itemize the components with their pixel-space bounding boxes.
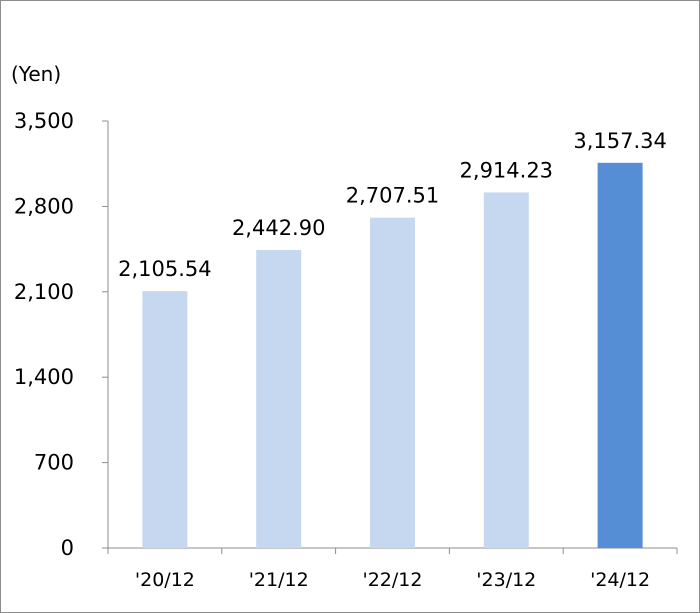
- y-tick-label: 2,100: [14, 280, 74, 304]
- x-axis-ticks: '20/12 '21/12 '22/12 '23/12 '24/12: [107, 548, 678, 591]
- y-tick-label: 3,500: [14, 109, 74, 133]
- y-tick-label: 0: [61, 536, 74, 560]
- x-tick-label: '20/12: [135, 569, 195, 591]
- x-tick-label: '23/12: [476, 569, 536, 591]
- x-tick-label: '24/12: [590, 569, 650, 591]
- bar: [483, 192, 529, 549]
- x-tick-label: '22/12: [363, 569, 423, 591]
- bar: [597, 162, 643, 549]
- bar-value-labels: 2,105.54 2,442.90 2,707.51 2,914.23 3,157.34: [118, 129, 667, 281]
- bar: [370, 217, 415, 548]
- bar-value-label: 3,157.34: [573, 129, 667, 153]
- bar: [142, 291, 188, 548]
- bar-value-label: 2,442.90: [232, 216, 326, 240]
- y-tick-label: 2,800: [14, 194, 74, 218]
- bar: [256, 249, 302, 549]
- y-tick-label: 700: [34, 451, 74, 475]
- y-tick-label: 1,400: [14, 365, 74, 389]
- y-axis-ticks: 0 700 1,400 2,100 2,800 3,500: [14, 109, 108, 560]
- y-axis-unit-label: (Yen): [11, 62, 61, 86]
- bar-value-label: 2,105.54: [118, 257, 212, 281]
- bars: [142, 162, 643, 549]
- bar-value-label: 2,707.51: [346, 184, 440, 208]
- bar-value-label: 2,914.23: [460, 158, 554, 182]
- x-tick-label: '21/12: [249, 569, 309, 591]
